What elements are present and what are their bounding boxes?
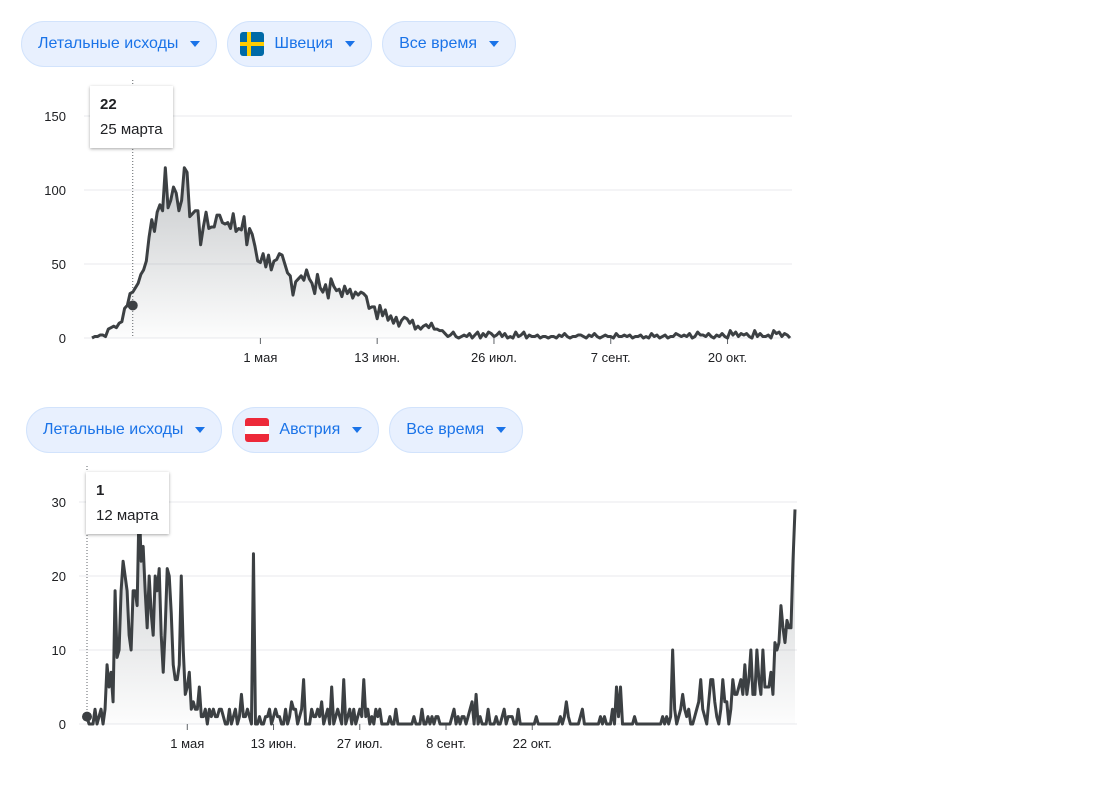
caret-down-icon bbox=[195, 427, 206, 433]
x-tick-label: 1 мая bbox=[243, 350, 277, 365]
tooltip-value: 1 bbox=[96, 482, 105, 499]
y-tick-label: 20 bbox=[52, 569, 66, 584]
series-line bbox=[91, 166, 792, 340]
sweden-flag-icon bbox=[240, 32, 265, 56]
y-tick-label: 0 bbox=[59, 331, 66, 346]
chart-tooltip: 22 25 марта bbox=[90, 86, 173, 148]
period-dropdown[interactable]: Все время bbox=[382, 21, 517, 67]
caret-down-icon bbox=[345, 41, 356, 47]
filter-bar-austria: Летальные исходы Австрия Все время bbox=[26, 407, 524, 453]
x-tick-label: 13 июн. bbox=[251, 736, 297, 751]
x-tick-label: 13 июн. bbox=[354, 350, 400, 365]
country-label: Австрия bbox=[279, 421, 341, 438]
caret-down-icon bbox=[489, 41, 500, 47]
x-tick-label: 1 мая bbox=[170, 736, 204, 751]
highlight-point[interactable] bbox=[127, 300, 138, 311]
x-tick-label: 22 окт. bbox=[513, 736, 552, 751]
x-tick-label: 20 окт. bbox=[708, 350, 747, 365]
series-line bbox=[85, 500, 797, 726]
caret-down-icon bbox=[496, 427, 507, 433]
metric-label: Летальные исходы bbox=[43, 421, 184, 438]
tooltip-date: 12 марта bbox=[96, 507, 159, 524]
x-tick-label: 26 июл. bbox=[471, 350, 517, 365]
metric-label: Летальные исходы bbox=[38, 35, 179, 52]
period-label: Все время bbox=[406, 421, 485, 438]
metric-dropdown[interactable]: Летальные исходы bbox=[26, 407, 223, 453]
period-label: Все время bbox=[399, 35, 478, 52]
y-tick-label: 30 bbox=[52, 495, 66, 510]
x-tick-label: 7 сент. bbox=[591, 350, 631, 365]
y-tick-label: 100 bbox=[44, 183, 66, 198]
filter-bar-sweden: Летальные исходы Швеция Все время bbox=[21, 21, 517, 67]
y-tick-label: 150 bbox=[44, 109, 66, 124]
tooltip-value: 22 bbox=[100, 96, 117, 113]
x-tick-label: 27 июл. bbox=[337, 736, 383, 751]
series-area bbox=[87, 502, 795, 724]
caret-down-icon bbox=[352, 427, 363, 433]
series-area bbox=[92, 167, 790, 338]
tooltip-date: 25 марта bbox=[100, 121, 163, 138]
highlight-point[interactable] bbox=[82, 711, 92, 722]
x-tick-label: 8 сент. bbox=[426, 736, 466, 751]
caret-down-icon bbox=[190, 41, 201, 47]
austria-deaths-chart[interactable]: 0 10 20 30 1 мая 13 июн. 27 июл. 8 сент. 22 окт. bbox=[0, 466, 820, 766]
country-dropdown[interactable]: Австрия bbox=[232, 407, 380, 453]
sweden-deaths-chart[interactable]: 0 50 100 150 1 мая 13 июн. 26 июл. 7 сент. 20 ок… bbox=[0, 80, 820, 380]
metric-dropdown[interactable]: Летальные исходы bbox=[21, 21, 218, 67]
y-tick-label: 10 bbox=[52, 643, 66, 658]
austria-flag-icon bbox=[245, 418, 270, 442]
period-dropdown[interactable]: Все время bbox=[389, 407, 524, 453]
country-dropdown[interactable]: Швеция bbox=[227, 21, 373, 67]
country-label: Швеция bbox=[274, 35, 334, 52]
chart-tooltip: 1 12 марта bbox=[86, 472, 169, 534]
y-tick-label: 0 bbox=[59, 717, 66, 732]
y-tick-label: 50 bbox=[52, 257, 66, 272]
